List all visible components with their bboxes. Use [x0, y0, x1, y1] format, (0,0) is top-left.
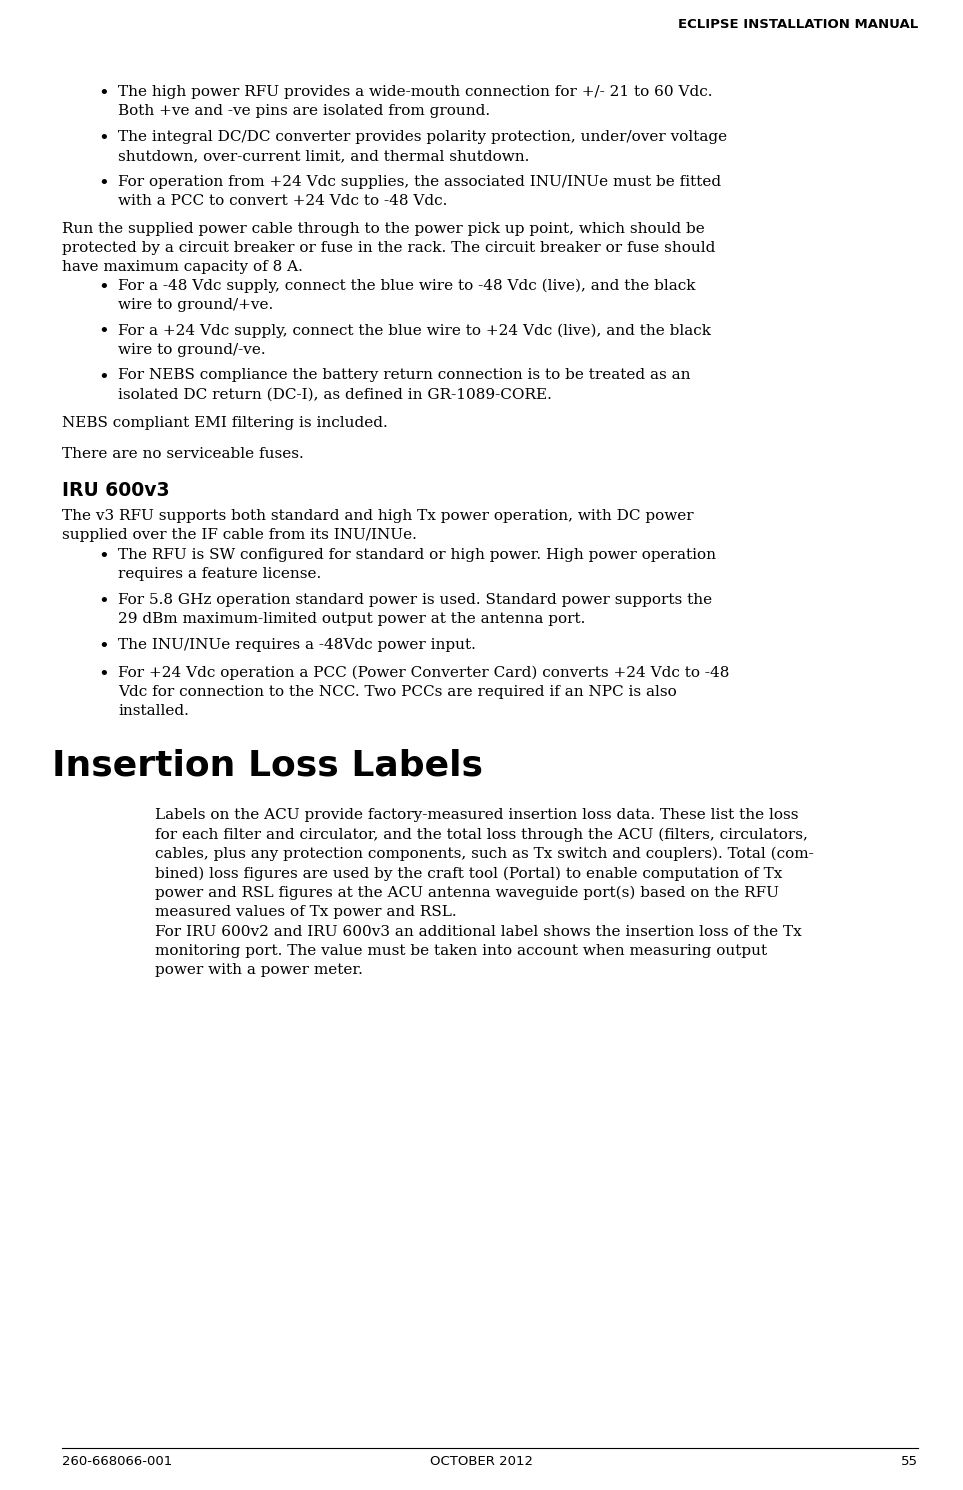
Text: NEBS compliant EMI filtering is included.: NEBS compliant EMI filtering is included… [62, 416, 388, 429]
Text: Run the supplied power cable through to the power pick up point, which should be: Run the supplied power cable through to … [62, 222, 716, 274]
Text: 55: 55 [901, 1456, 918, 1468]
Text: For IRU 600v2 and IRU 600v3 an additional label shows the insertion loss of the : For IRU 600v2 and IRU 600v3 an additiona… [155, 925, 802, 977]
Text: •: • [98, 638, 109, 657]
Text: For NEBS compliance the battery return connection is to be treated as an
isolate: For NEBS compliance the battery return c… [118, 368, 690, 401]
Text: •: • [98, 323, 109, 341]
Text: 260-668066-001: 260-668066-001 [62, 1456, 172, 1468]
Text: There are no serviceable fuses.: There are no serviceable fuses. [62, 447, 303, 460]
Text: OCTOBER 2012: OCTOBER 2012 [430, 1456, 533, 1468]
Text: The RFU is SW configured for standard or high power. High power operation
requir: The RFU is SW configured for standard or… [118, 548, 716, 581]
Text: For a +24 Vdc supply, connect the blue wire to +24 Vdc (live), and the black
wir: For a +24 Vdc supply, connect the blue w… [118, 323, 711, 356]
Text: For a -48 Vdc supply, connect the blue wire to -48 Vdc (live), and the black
wir: For a -48 Vdc supply, connect the blue w… [118, 279, 695, 311]
Text: The INU/INUe requires a -48Vdc power input.: The INU/INUe requires a -48Vdc power inp… [118, 638, 476, 653]
Text: Insertion Loss Labels: Insertion Loss Labels [52, 748, 483, 782]
Text: For +24 Vdc operation a PCC (Power Converter Card) converts +24 Vdc to -48
Vdc f: For +24 Vdc operation a PCC (Power Conve… [118, 666, 729, 718]
Text: ECLIPSE INSTALLATION MANUAL: ECLIPSE INSTALLATION MANUAL [678, 18, 918, 31]
Text: •: • [98, 130, 109, 148]
Text: •: • [98, 368, 109, 386]
Text: The high power RFU provides a wide-mouth connection for +/- 21 to 60 Vdc.
Both +: The high power RFU provides a wide-mouth… [118, 85, 713, 118]
Text: •: • [98, 666, 109, 684]
Text: •: • [98, 593, 109, 611]
Text: The v3 RFU supports both standard and high Tx power operation, with DC power
sup: The v3 RFU supports both standard and hi… [62, 510, 693, 542]
Text: •: • [98, 85, 109, 103]
Text: IRU 600v3: IRU 600v3 [62, 480, 169, 499]
Text: The integral DC/DC converter provides polarity protection, under/over voltage
sh: The integral DC/DC converter provides po… [118, 130, 727, 162]
Text: •: • [98, 174, 109, 194]
Text: For operation from +24 Vdc supplies, the associated INU/INUe must be fitted
with: For operation from +24 Vdc supplies, the… [118, 174, 721, 209]
Text: Labels on the ACU provide factory-measured insertion loss data. These list the l: Labels on the ACU provide factory-measur… [155, 808, 814, 919]
Text: •: • [98, 548, 109, 566]
Text: •: • [98, 279, 109, 297]
Text: For 5.8 GHz operation standard power is used. Standard power supports the
29 dBm: For 5.8 GHz operation standard power is … [118, 593, 712, 626]
